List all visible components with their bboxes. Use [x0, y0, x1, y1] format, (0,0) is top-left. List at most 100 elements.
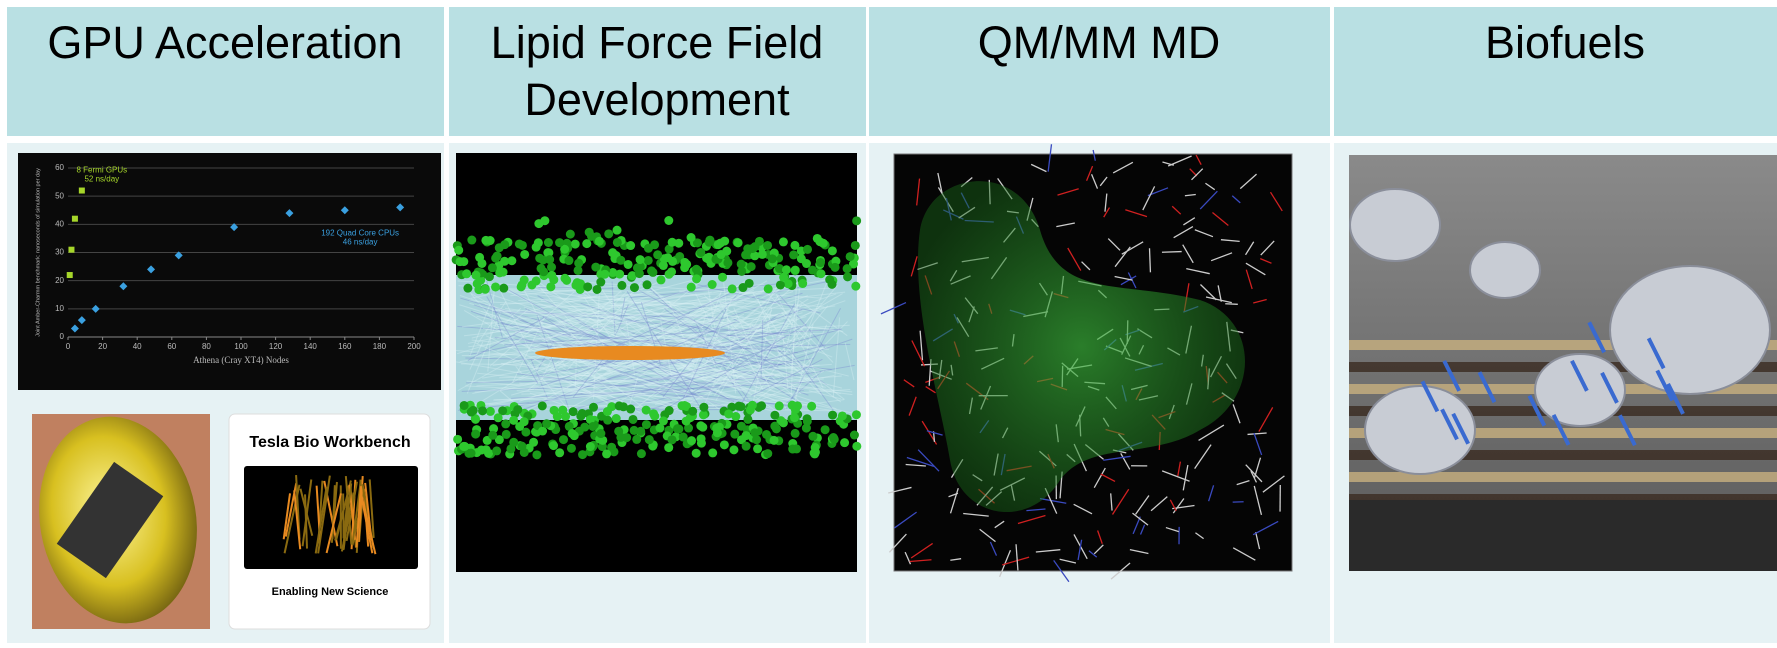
headgroup — [643, 280, 652, 289]
headgroup — [664, 216, 673, 225]
headgroup — [481, 285, 490, 294]
headgroup — [828, 246, 837, 255]
y-tick-label: 30 — [55, 248, 64, 257]
headgroup — [644, 244, 653, 253]
headgroup — [659, 416, 668, 425]
headgroup — [682, 417, 691, 426]
headgroup — [538, 401, 547, 410]
annotation: 52 ns/day — [84, 175, 119, 184]
headgroup — [488, 431, 497, 440]
headgroup — [762, 430, 771, 439]
x-tick-label: 40 — [133, 342, 142, 351]
headgroup — [486, 407, 495, 416]
headgroup — [789, 250, 798, 259]
headgroup — [679, 433, 688, 442]
annotation: 46 ns/day — [343, 238, 378, 247]
headgroup — [502, 430, 511, 439]
card-caption: Enabling New Science — [272, 586, 389, 598]
headgroup — [791, 266, 800, 275]
headgroup — [493, 252, 502, 261]
headgroup — [843, 272, 852, 281]
headgroup — [851, 241, 860, 250]
headgroup — [738, 283, 747, 292]
headgroup — [680, 401, 689, 410]
headgroup — [648, 268, 657, 277]
headgroup — [488, 263, 497, 272]
point — [79, 188, 85, 194]
headgroup — [600, 270, 609, 279]
headgroup — [494, 413, 503, 422]
headgroup — [532, 276, 541, 285]
x-tick-label: 200 — [407, 342, 421, 351]
headgroup — [520, 250, 529, 259]
headgroup — [578, 409, 587, 418]
y-tick-label: 50 — [55, 191, 64, 200]
headgroup — [770, 422, 779, 431]
x-tick-label: 60 — [167, 342, 176, 351]
headgroup — [730, 430, 739, 439]
headgroup — [776, 280, 785, 289]
headgroup — [602, 449, 611, 458]
headgroup — [616, 433, 625, 442]
headgroup — [615, 401, 624, 410]
headgroup — [656, 275, 665, 284]
headgroup — [763, 241, 772, 250]
headgroup — [763, 449, 772, 458]
headgroup — [665, 270, 674, 279]
headgroup — [692, 449, 701, 458]
headgroup — [851, 282, 860, 291]
headgroup — [840, 438, 849, 447]
headgroup — [797, 254, 806, 263]
headgroup — [613, 238, 622, 247]
headgroup — [491, 282, 500, 291]
headgroup — [770, 411, 779, 420]
headgroup — [811, 443, 820, 452]
headgroup — [513, 405, 522, 414]
headgroup — [529, 438, 538, 447]
headgroup — [596, 278, 605, 287]
x-tick-label: 180 — [373, 342, 387, 351]
column-title: GPU Acceleration — [47, 17, 402, 68]
headgroup — [546, 282, 555, 291]
headgroup — [460, 401, 469, 410]
x-tick-label: 100 — [234, 342, 248, 351]
headgroup — [574, 266, 583, 275]
headgroup — [720, 237, 729, 246]
headgroup — [629, 415, 638, 424]
column-title: Biofuels — [1485, 17, 1645, 68]
x-tick-label: 20 — [98, 342, 107, 351]
headgroup — [816, 258, 825, 267]
headgroup — [542, 419, 551, 428]
column-title: Development — [524, 74, 790, 125]
headgroup — [636, 255, 645, 264]
headgroup — [664, 443, 673, 452]
x-axis-label: Athena (Cray XT4) Nodes — [193, 355, 289, 365]
headgroup — [549, 441, 558, 450]
headgroup — [798, 279, 807, 288]
headgroup — [696, 248, 705, 257]
headgroup — [555, 448, 564, 457]
headgroup — [501, 419, 510, 428]
headgroup — [720, 440, 729, 449]
headgroup — [790, 413, 799, 422]
headgroup — [708, 448, 717, 457]
point — [67, 272, 73, 278]
headgroup — [492, 446, 501, 455]
headgroup — [808, 432, 817, 441]
headgroup — [668, 435, 677, 444]
headgroup — [550, 406, 559, 415]
headgroup — [495, 243, 504, 252]
headgroup — [585, 228, 594, 237]
card-title: Tesla Bio Workbench — [249, 434, 410, 451]
enzyme — [1470, 242, 1540, 298]
headgroup — [724, 409, 733, 418]
headgroup — [687, 233, 696, 242]
headgroup — [737, 260, 746, 269]
headgroup — [645, 435, 654, 444]
bond — [1150, 248, 1151, 272]
headgroup — [770, 436, 779, 445]
headgroup — [705, 238, 714, 247]
headgroup — [580, 423, 589, 432]
headgroup — [582, 239, 591, 248]
headgroup — [792, 444, 801, 453]
